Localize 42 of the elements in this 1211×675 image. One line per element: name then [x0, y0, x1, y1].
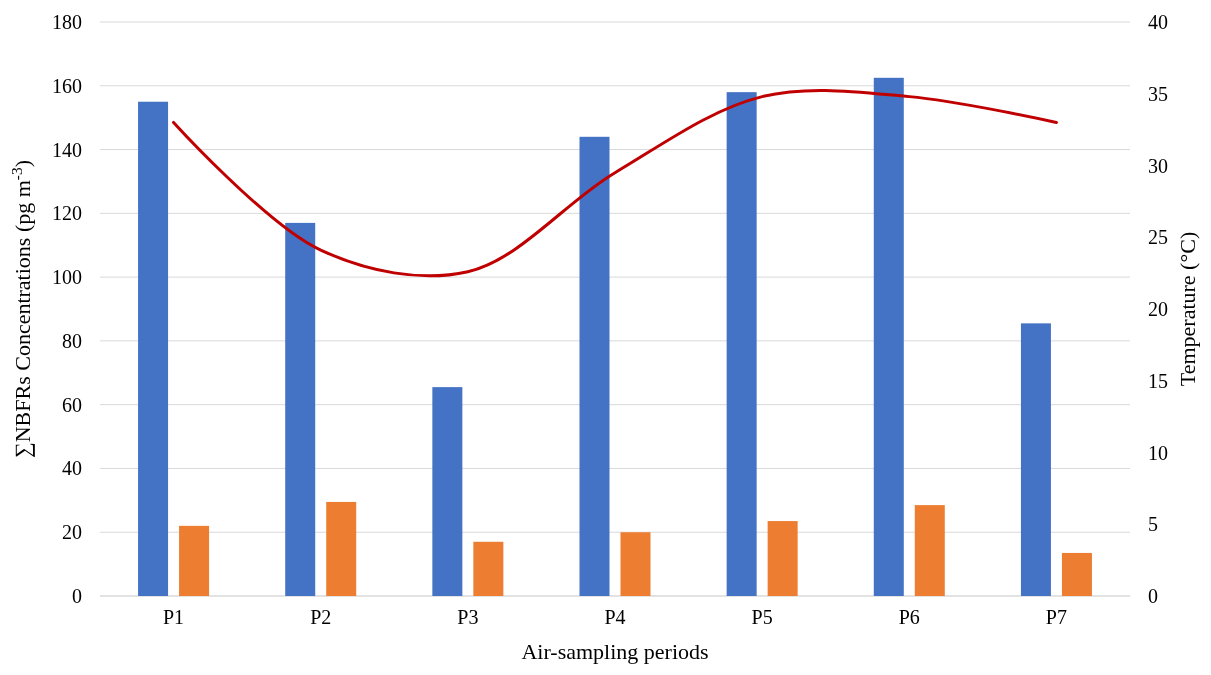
- y2-tick-label: 20: [1148, 298, 1168, 320]
- y-tick-label: 60: [62, 393, 82, 416]
- y2-tick-label: 5: [1148, 513, 1158, 536]
- y2-axis-title: Temperature (°C): [1175, 231, 1200, 387]
- y2-tick-label: 40: [1148, 11, 1168, 33]
- bar: [914, 505, 945, 596]
- x-tick-label: P6: [898, 606, 920, 628]
- bar: [1020, 323, 1051, 596]
- x-tick-label: P5: [751, 606, 773, 628]
- y2-tick-label: 10: [1148, 441, 1168, 464]
- y-tick-label: 160: [52, 74, 82, 97]
- bar: [285, 222, 316, 596]
- y-tick-label: 100: [52, 266, 82, 289]
- bar: [138, 101, 169, 596]
- y2-tick-label: 25: [1148, 226, 1168, 249]
- bar: [473, 541, 504, 596]
- y-tick-label: 20: [62, 521, 82, 544]
- bar: [873, 77, 904, 596]
- y-tick-label: 140: [52, 138, 82, 161]
- y2-tick-label: 15: [1148, 369, 1168, 392]
- y2-tick-label: 0: [1148, 585, 1158, 607]
- y-tick-label: 120: [52, 202, 82, 225]
- bar: [326, 501, 357, 596]
- bar: [432, 387, 463, 596]
- y2-tick-label: 35: [1148, 82, 1168, 105]
- x-axis-title: Air-sampling periods: [521, 639, 709, 664]
- y-tick-label: 180: [52, 11, 82, 33]
- y-tick-label: 0: [72, 585, 82, 607]
- x-tick-label: P2: [310, 606, 332, 628]
- x-tick-label: P4: [604, 606, 626, 628]
- x-tick-label: P1: [163, 606, 185, 628]
- bar: [767, 521, 798, 596]
- x-tick-label: P3: [457, 606, 479, 628]
- bar: [179, 525, 210, 596]
- x-tick-label: P7: [1045, 606, 1067, 628]
- y2-tick-label: 30: [1148, 154, 1168, 177]
- y-tick-label: 80: [62, 329, 82, 352]
- bar: [726, 92, 757, 596]
- bar: [1061, 552, 1092, 596]
- y-tick-label: 40: [62, 457, 82, 480]
- bar: [579, 136, 610, 596]
- bar: [620, 532, 651, 596]
